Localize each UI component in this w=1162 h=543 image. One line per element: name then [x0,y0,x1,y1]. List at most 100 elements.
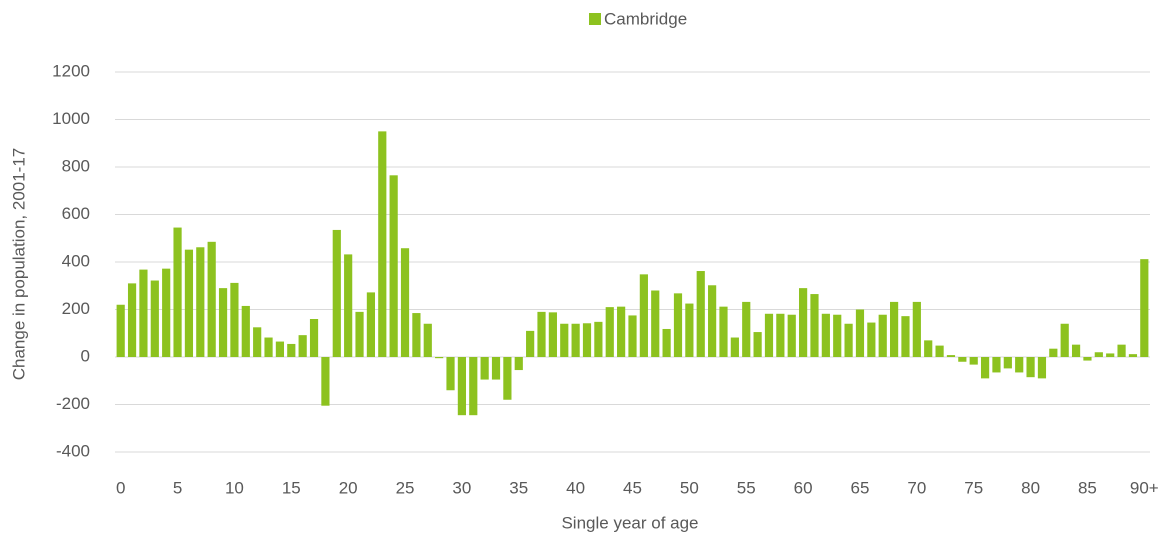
x-axis-title: Single year of age [561,513,698,532]
bar [446,357,455,391]
bar [469,357,478,416]
bar [241,305,250,357]
x-tick-label: 15 [282,478,301,497]
x-tick-label: 75 [964,478,983,497]
bar [150,280,159,357]
bar [503,357,512,400]
bar [196,247,205,357]
x-tick-label: 30 [452,478,471,497]
bar [582,323,592,357]
bar [184,249,194,357]
y-axis-title: Change in population, 2001-17 [9,148,28,381]
bar [833,314,842,357]
bar [378,131,387,357]
bar [491,357,501,380]
bar [1094,352,1103,357]
bar [287,343,296,357]
bar [628,315,637,357]
bar [275,341,285,357]
bar [127,283,137,357]
x-tick-label: 45 [623,478,642,497]
bar [696,271,705,357]
bar [1083,357,1092,361]
bar [344,254,353,357]
bar [139,269,148,357]
bar [1003,357,1012,369]
y-tick-label: 1000 [52,109,90,128]
bar [230,282,239,357]
bar [332,229,341,357]
bar [400,248,410,357]
bar [309,319,319,357]
x-tick-label: 50 [680,478,699,497]
bar [560,323,569,357]
bar [730,337,739,357]
bar [980,357,990,379]
x-tick-label: 25 [396,478,415,497]
bar [548,312,557,357]
x-tick-label: 10 [225,478,244,497]
bar [912,301,921,357]
bar [799,288,808,357]
bar [321,357,330,406]
bar [1071,344,1081,357]
y-tick-label: 0 [81,346,90,365]
bar [867,322,876,357]
x-tick-label: 0 [116,478,125,497]
bar [639,274,648,357]
y-tick-label: 1200 [52,61,90,80]
bar [776,313,785,357]
bar [719,306,728,357]
bar [571,323,580,357]
bar [821,313,830,357]
bar [366,292,376,357]
bar [1026,357,1035,378]
bar [594,321,603,357]
bar [617,306,626,357]
bar [651,290,660,357]
bar [264,337,273,357]
bar [207,241,216,357]
bar [889,301,899,357]
bar [389,175,398,357]
bar [764,313,774,357]
legend-label: Cambridge [604,9,687,28]
bar [742,301,751,357]
x-tick-label: 90+ [1130,478,1159,497]
bar [810,294,819,357]
x-tick-label: 55 [737,478,756,497]
x-tick-label: 70 [907,478,926,497]
bar [218,288,228,357]
x-tick-label: 5 [173,478,182,497]
bar [753,332,762,357]
bar [969,357,978,365]
bar [412,313,421,357]
bar [605,307,614,357]
bar [992,357,1001,373]
x-tick-label: 60 [794,478,813,497]
x-tick-label: 65 [851,478,870,497]
bar [924,340,933,357]
x-tick-label: 85 [1078,478,1097,497]
bar [480,357,489,380]
bar [116,304,125,357]
bar [1060,323,1069,357]
bar [457,357,466,416]
y-tick-label: 200 [62,299,90,318]
bar [1049,348,1058,357]
bar [1106,353,1115,357]
bar [537,311,546,357]
x-tick-label: 40 [566,478,585,497]
bar [673,293,683,357]
bar [253,327,262,357]
bar [173,227,182,357]
bar [355,311,364,357]
x-tick-label: 80 [1021,478,1040,497]
y-tick-label: 800 [62,156,90,175]
bar [1140,259,1149,357]
bar [878,314,887,357]
legend-swatch [589,13,601,25]
bar [1037,357,1047,379]
bar [708,285,717,357]
